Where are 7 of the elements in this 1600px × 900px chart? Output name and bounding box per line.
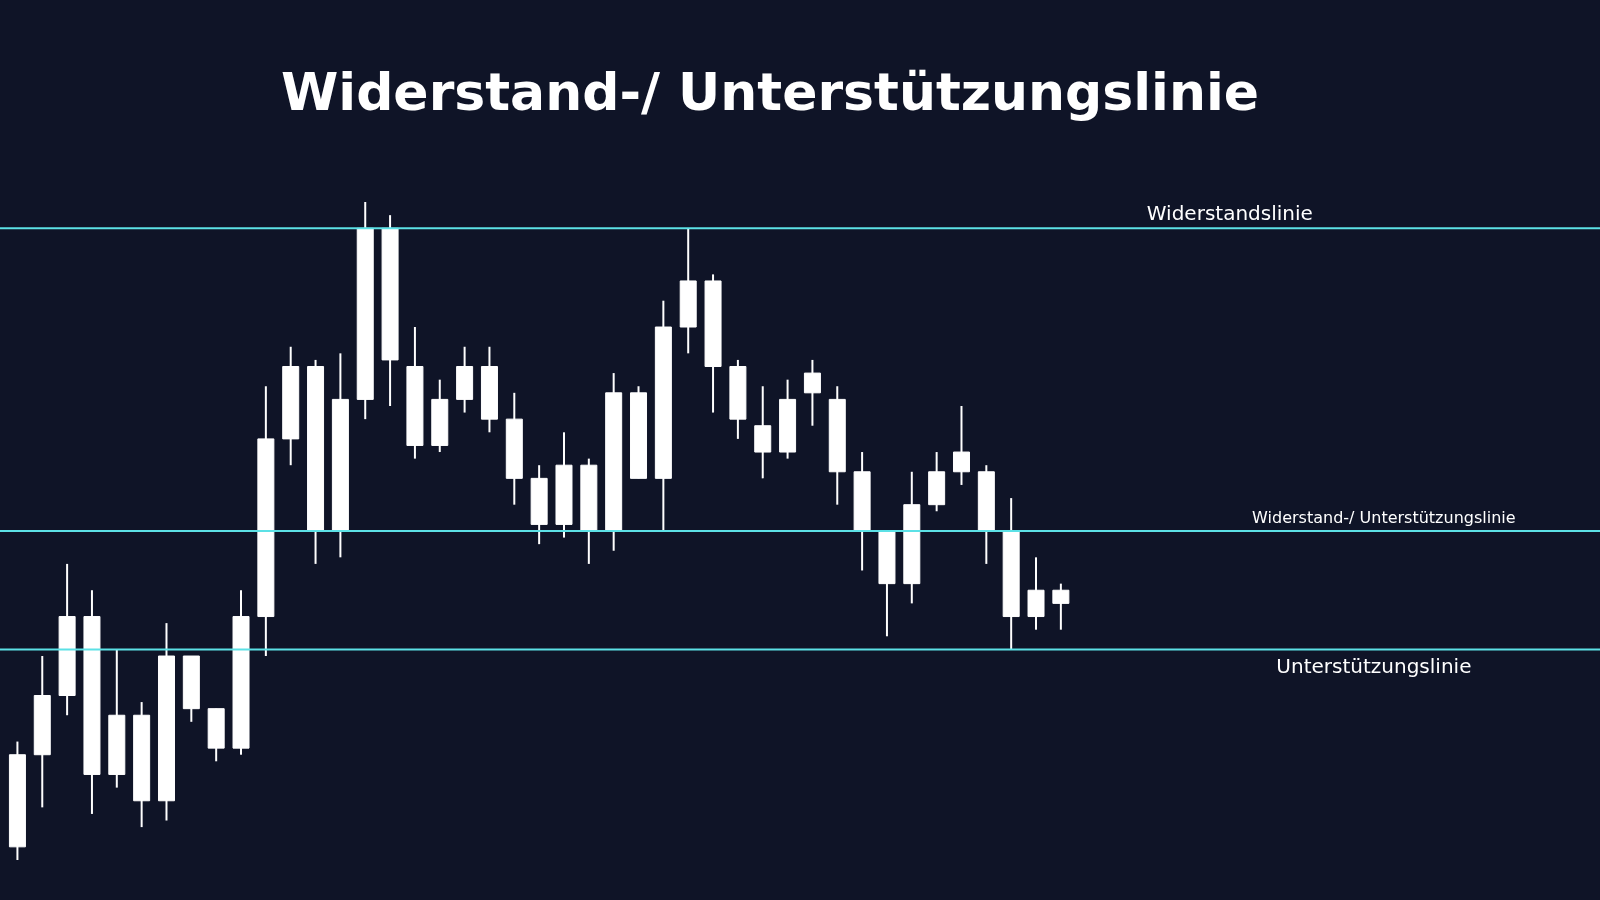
- chart-title: Widerstand-/ Unterstützungslinie: [280, 62, 1260, 122]
- candlestick: [952, 404, 970, 486]
- ref-line-label: Widerstand-/ Unterstützungslinie: [1252, 508, 1516, 527]
- candlestick: [803, 358, 821, 427]
- ref-line-label: Unterstützungslinie: [1276, 654, 1472, 679]
- ref-line-label: Widerstandslinie: [1146, 201, 1313, 226]
- candlestick: [1052, 582, 1070, 631]
